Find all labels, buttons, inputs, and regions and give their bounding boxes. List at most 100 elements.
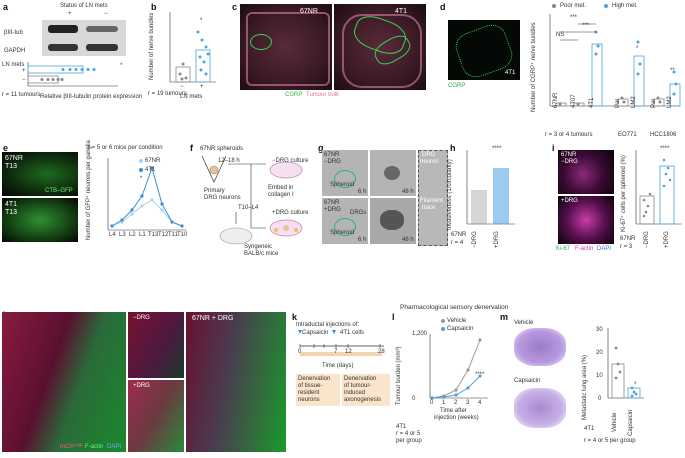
panel-a-yminus: −: [22, 77, 26, 83]
panel-d-n: r = 3 or 4 tumours: [545, 132, 593, 138]
panel-j-sub3: 67NR + DRG: [192, 315, 234, 322]
panel-d-cat-1: 4T07: [571, 94, 577, 108]
panel-f-sph: 67NR spheroids: [200, 146, 244, 152]
panel-i-leg2: F-actin: [575, 246, 594, 252]
panel-d-cat-3: Par: [615, 98, 621, 108]
panel-m-label: m: [500, 312, 509, 322]
panel-e-label: e: [3, 143, 9, 153]
panel-m-ytick-1: 10: [596, 373, 603, 379]
panel-f-embed1: Embed in: [268, 185, 294, 191]
panel-j-sub1: −DRG: [133, 315, 150, 321]
panel-e-image-67nr: [2, 152, 78, 196]
panel-l-xtick-3: 3: [466, 400, 470, 406]
panel-g-t1: 6 h: [358, 189, 367, 195]
panel-d-sig-2: **: [670, 68, 675, 74]
panel-e-xtick-3: L1: [139, 232, 146, 238]
panel-e-img-legend: CTB–GFP: [45, 188, 73, 194]
panel-f-lev: T10–L4: [238, 205, 259, 211]
panel-a-star: *: [120, 63, 123, 69]
panel-m-ytick-2: 20: [596, 350, 603, 356]
panel-l-n1: 4T1: [396, 424, 407, 430]
panel-g-fil2: trace: [422, 205, 436, 211]
panel-g-t2: 48 h: [402, 189, 414, 195]
panel-b-xlabel: LN mets: [180, 94, 203, 100]
panel-d-chart: [549, 14, 681, 107]
panel-e-xtick-6: T11: [168, 232, 178, 238]
panel-g-img3: [322, 198, 368, 244]
panel-d-cat-2: 4T1: [589, 97, 595, 108]
panel-l-ytick-6: 1,200: [412, 331, 428, 337]
panel-d-img-label: 4T1: [505, 70, 516, 76]
panel-g-t3: 6 h: [358, 237, 367, 243]
panel-l-n3: per group: [396, 438, 422, 444]
panel-l-veh: Vehicle: [447, 318, 467, 324]
panel-i-chart: [635, 150, 682, 225]
panel-e-xtick-7: T10: [177, 232, 188, 238]
panel-m-cap: Capsaicin: [514, 378, 541, 384]
panel-g-img2: [370, 150, 416, 196]
panel-k-label: k: [292, 312, 298, 322]
panel-m-chart: [607, 328, 644, 399]
panel-k-xtick-4: 12: [345, 349, 352, 355]
panel-k-timeline: [298, 330, 384, 356]
panel-k-caps: Capsaicin: [302, 330, 329, 336]
band-label-tub: βIII-tub: [4, 30, 23, 36]
panel-b-cat-plus: +: [200, 84, 204, 90]
panel-g-t4: 48 h: [402, 237, 414, 243]
panel-e-image-4t1: [2, 198, 78, 242]
panel-g-img1: [322, 150, 368, 196]
panel-k-box2c: induced: [344, 390, 366, 396]
panel-i-ylabel: Ki-67⁺ cells per spheroid (%): [621, 155, 627, 232]
panel-a-xlabel: Relative βIII-tubulin protein expression: [40, 94, 143, 100]
panel-a-label: a: [3, 2, 9, 12]
panel-e-xtick-1: L3: [119, 232, 126, 238]
panel-i-img2: [558, 196, 614, 244]
panel-g-l2b: +DRG: [324, 207, 341, 213]
panel-m-n2: r = 4 or 5 per group: [584, 438, 636, 444]
panel-c-legend-tumour: Tumour bulk: [306, 92, 340, 98]
panel-g-l1b: −DRG: [324, 159, 341, 165]
panel-c-image-4t1: [334, 4, 426, 90]
panel-f-syn2: BALB/c mice: [244, 251, 279, 257]
panel-l-star: ****: [475, 372, 485, 378]
panel-a-ylabel: LN mets: [2, 62, 25, 68]
panel-f-prim2: DRG neurons: [204, 195, 241, 201]
panel-e-xtick-5: T12: [158, 232, 169, 238]
panel-e-img2a: 4T1: [5, 201, 18, 208]
panel-f-diagram: [201, 155, 303, 245]
panel-i-img1: [558, 150, 614, 194]
panel-h-star: ****: [492, 146, 502, 152]
panel-c-label: c: [232, 2, 238, 12]
panel-k-xtick-6: 28: [378, 349, 385, 355]
panel-i-leg3: DAPI: [597, 246, 612, 252]
panel-d-label: d: [440, 2, 446, 12]
panel-e-xtick-4: T13: [148, 232, 159, 238]
panel-a-chart: [27, 62, 118, 87]
panel-g-img4: [370, 198, 416, 244]
panel-e-star: *: [140, 176, 143, 182]
panel-i-n1: 67NR: [620, 236, 636, 242]
panel-d-sig-3a: ***: [570, 15, 578, 21]
panel-k-box1d: neurons: [298, 397, 320, 403]
panel-j-img-sub2: [128, 380, 184, 452]
panel-g-drg2: neuron: [420, 159, 439, 165]
panel-g-img5: [418, 150, 448, 246]
panel-c-label-4t1: 4T1: [395, 8, 408, 15]
panel-k-xtick-0: 0: [298, 349, 302, 355]
panel-m-ytick-3: 30: [596, 327, 603, 333]
panel-i-l1a: 67NR: [561, 152, 577, 158]
panel-h-ylabel: Invasiveness (1/circularity): [447, 159, 453, 230]
panel-m-veh: Vehicle: [514, 320, 534, 326]
panel-h-cat-1: +DRG: [494, 231, 500, 248]
panel-g-label: g: [318, 143, 324, 153]
panel-d-legend: [552, 4, 608, 8]
panel-l-xlabel1: Time after: [440, 408, 467, 414]
panel-d-cat-5: Par: [651, 98, 657, 108]
panel-g-drgs: DRGs: [350, 210, 367, 216]
panel-l-xtick-4: 4: [478, 400, 482, 406]
panel-b-label: b: [151, 2, 157, 12]
panel-m-ytick-0: 0: [598, 396, 602, 402]
panel-g-l1a: 67NR: [324, 152, 340, 158]
panel-e-chart: [107, 158, 186, 231]
panel-m-cat-0: Vehicle: [612, 412, 618, 432]
